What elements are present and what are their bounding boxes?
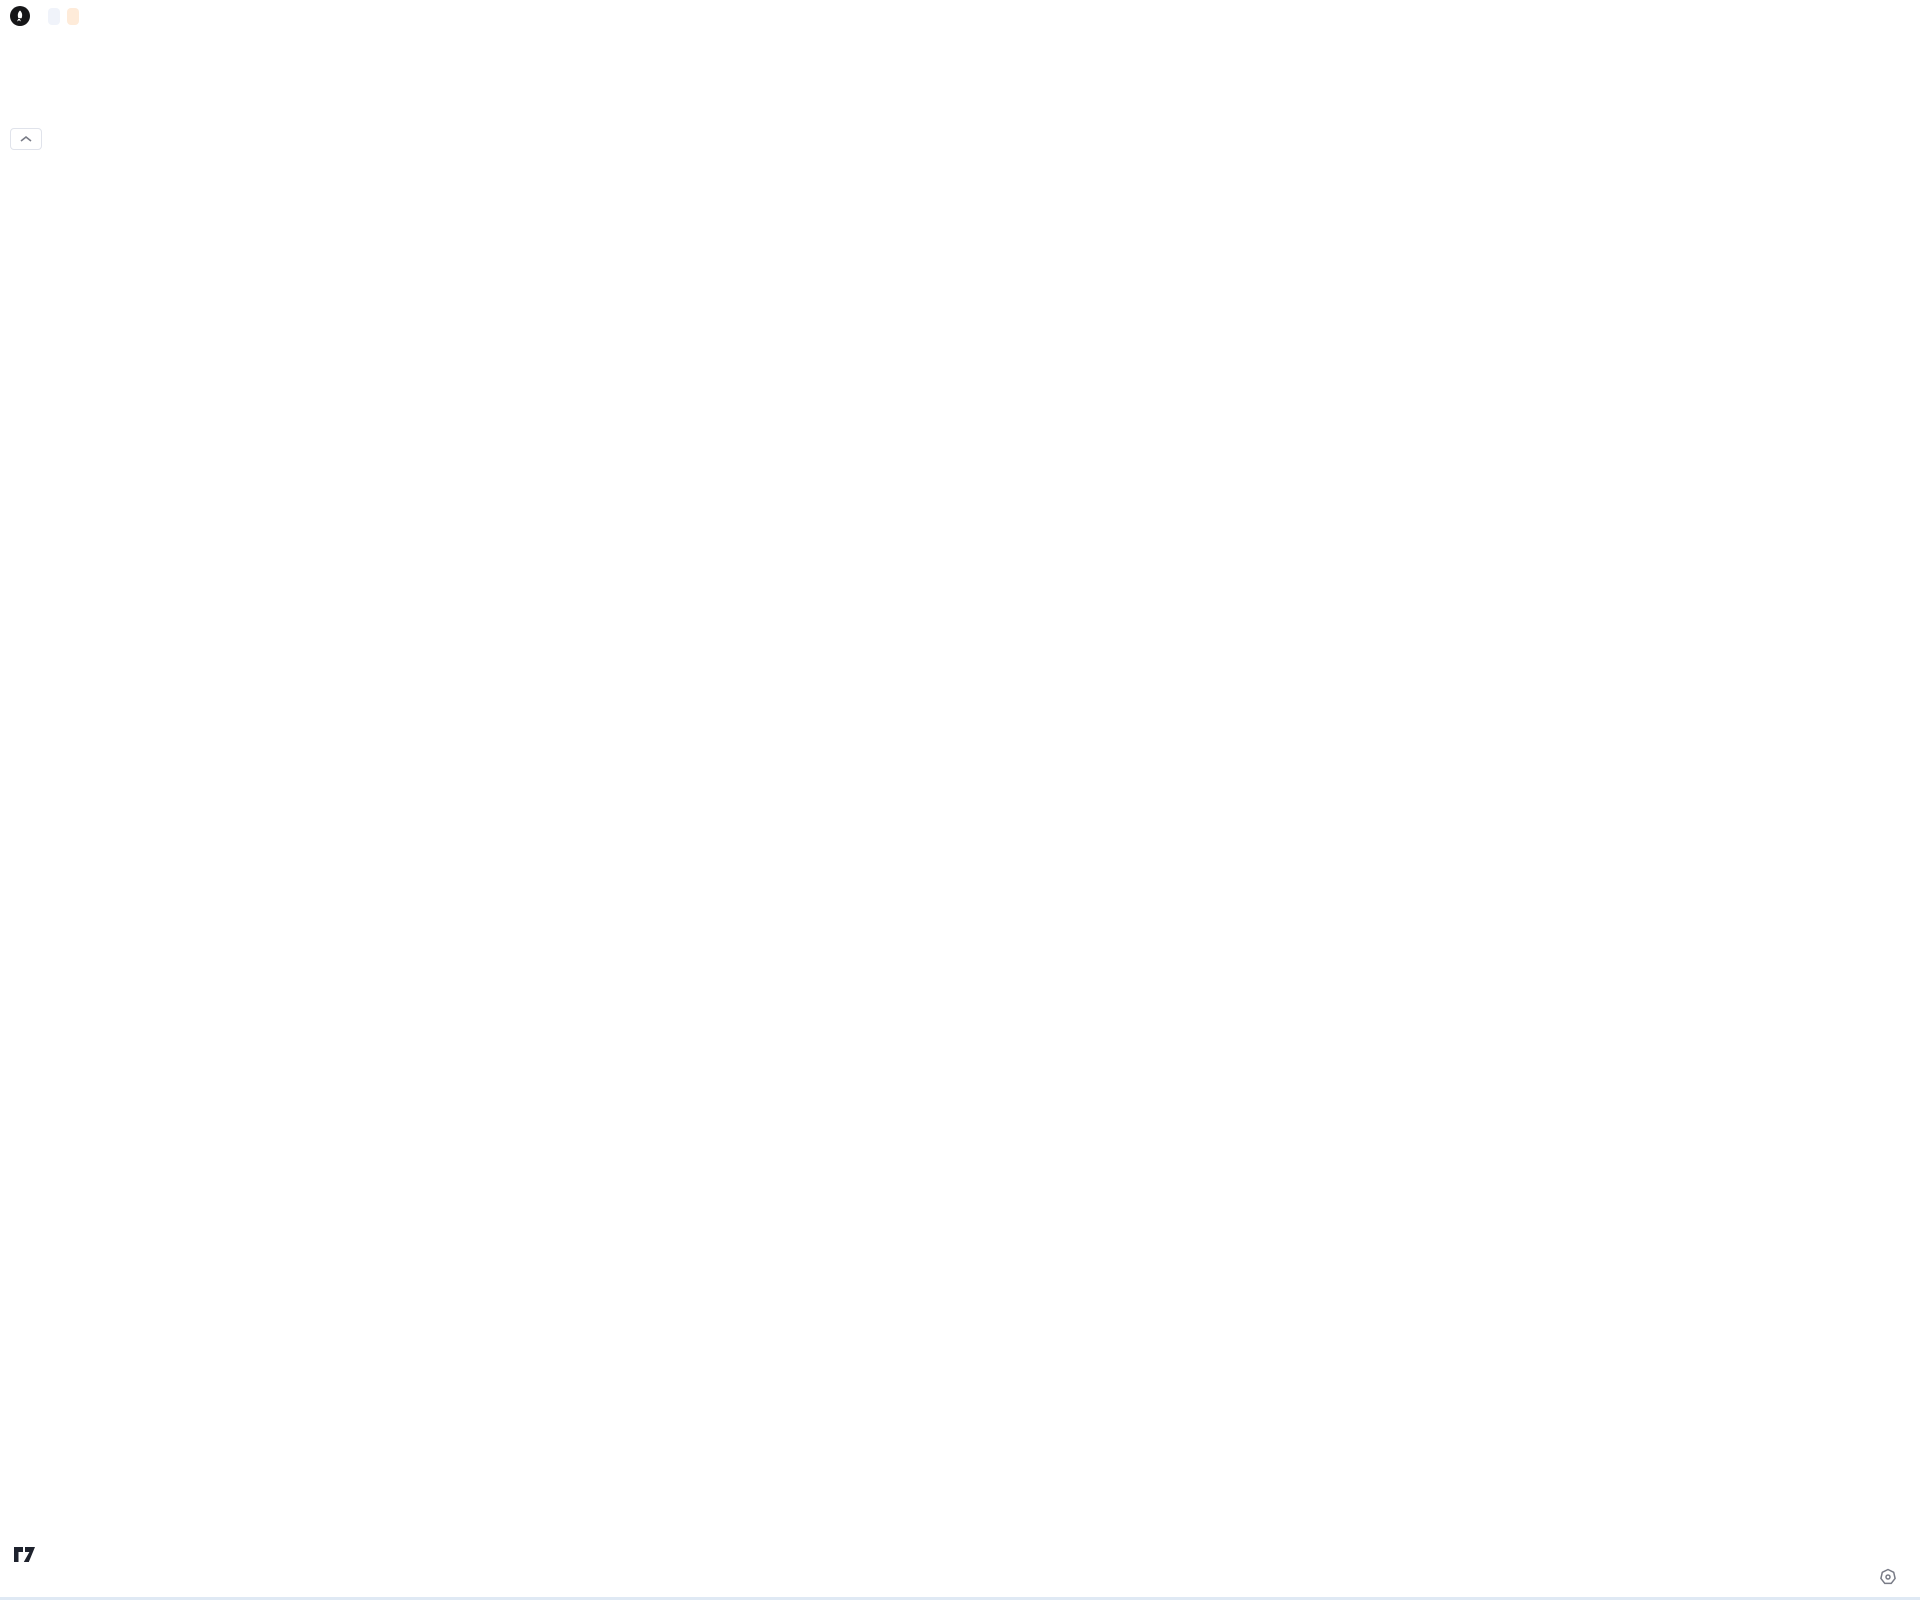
timeframe-dash-badge[interactable]: [48, 7, 60, 25]
symbol-logo-icon: [10, 6, 30, 26]
delayed-data-badge[interactable]: [67, 7, 79, 25]
time-axis-settings-gear-icon[interactable]: [1876, 1566, 1900, 1595]
collapse-legend-button[interactable]: [10, 128, 42, 150]
window-bottom-edge: [0, 1597, 1920, 1600]
tradingview-logo[interactable]: [12, 1543, 38, 1570]
symbol-header[interactable]: [10, 5, 142, 27]
chevron-up-icon: [20, 135, 32, 142]
